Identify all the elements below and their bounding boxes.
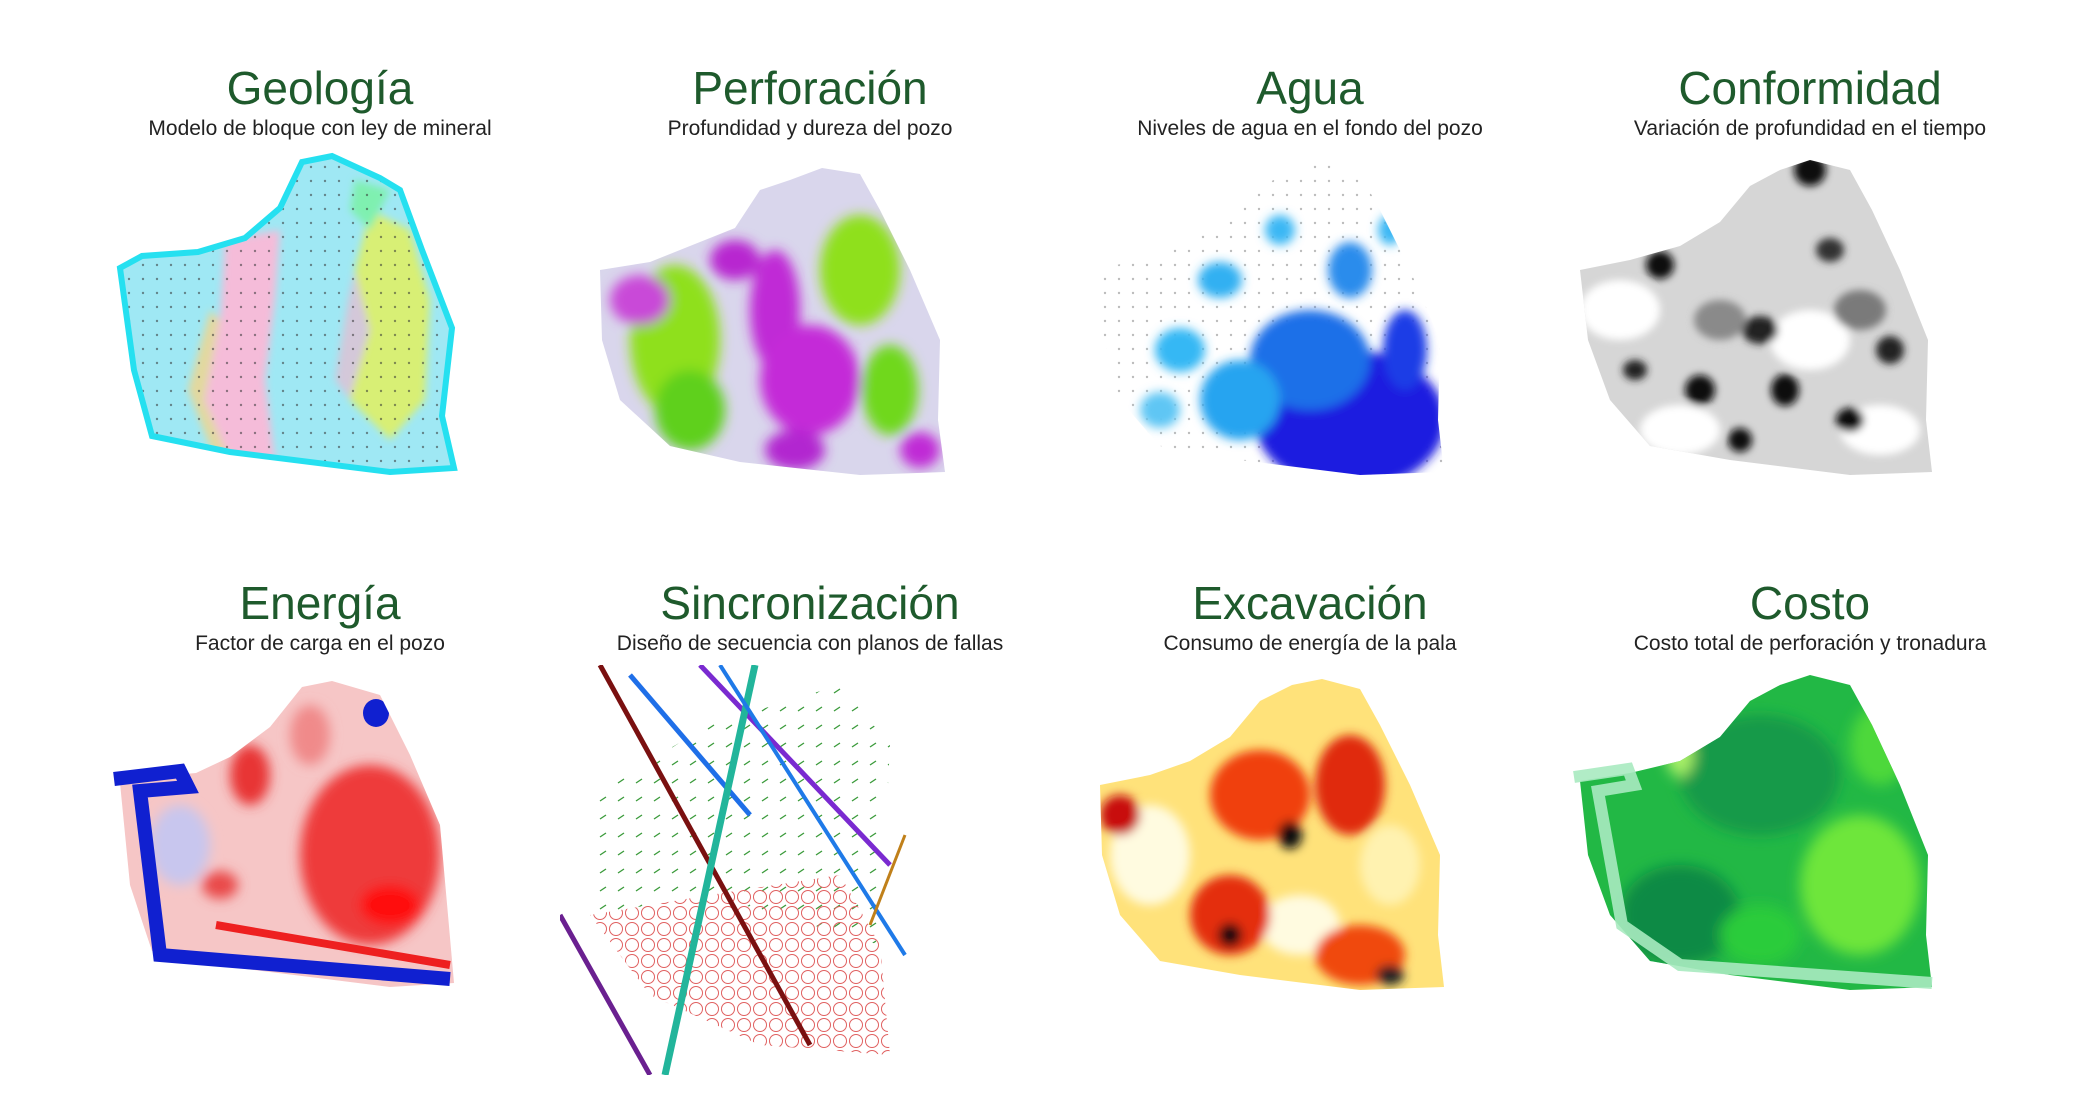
excavation-heatmap [1100,679,1444,990]
panel-drilling: Perforación Profundidad y dureza del poz… [560,60,1060,580]
panel-title: Energía [239,577,401,629]
drilling-heatmap [600,168,945,475]
panel-geology: Geología Modelo de bloque con ley de min… [70,60,570,580]
sequence-fault-diagram [560,665,907,1075]
panel-subtitle: Consumo de energía de la pala [1163,632,1457,655]
water-heatmap [1100,162,1444,475]
conformity-heatmap [1580,160,1932,475]
panel-title: Geología [226,62,414,114]
panel-energy: Energía Factor de carga en el pozo [70,575,570,1095]
panel-subtitle: Modelo de bloque con ley de mineral [148,117,492,140]
panel-subtitle: Costo total de perforación y tronadura [1633,632,1987,655]
cost-heatmap [1573,675,1933,990]
panel-excavation: Excavación Consumo de energía de la pala [1060,575,1560,1095]
panel-title: Perforación [692,62,928,114]
panel-title: Costo [1749,577,1871,629]
panel-title: Excavación [1192,577,1428,629]
panel-subtitle: Niveles de agua en el fondo del pozo [1137,117,1483,140]
panel-cost: Costo Costo total de perforación y trona… [1560,575,2060,1095]
panel-title: Sincronización [660,577,960,629]
geology-heatmap [116,152,458,476]
energy-heatmap [113,681,454,987]
panel-title: Agua [1256,62,1364,114]
panel-subtitle: Variación de profundidad en el tiempo [1633,117,1987,140]
panel-conformity: Conformidad Variación de profundidad en … [1560,60,2060,580]
panel-subtitle: Factor de carga en el pozo [195,632,445,655]
panel-title: Conformidad [1678,62,1942,114]
panel-sequence: Sincronización Diseño de secuencia con p… [560,575,1060,1095]
panel-subtitle: Diseño de secuencia con planos de fallas [616,632,1004,655]
panel-water: Agua Niveles de agua en el fondo del poz… [1060,60,1560,580]
panel-subtitle: Profundidad y dureza del pozo [667,117,953,140]
